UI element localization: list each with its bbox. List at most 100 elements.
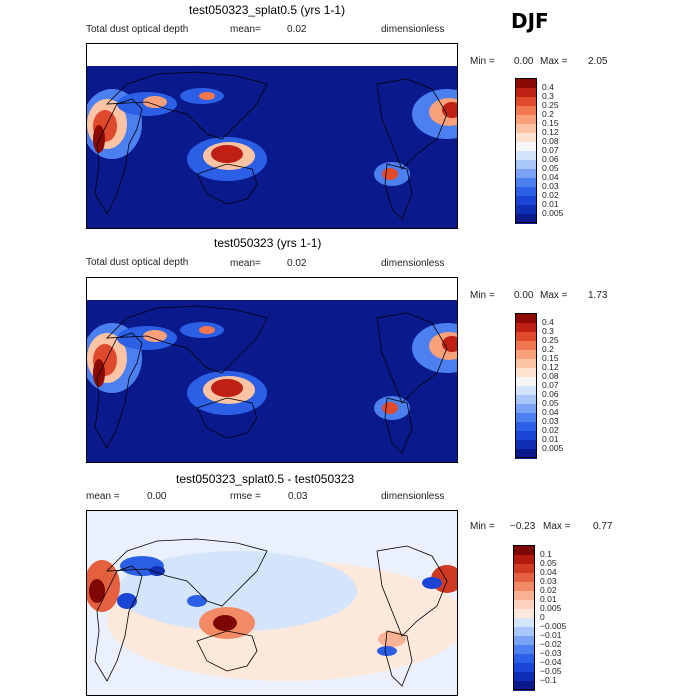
colorbar-tick-label: −0.03 [540, 648, 562, 659]
colorbar-swatch [513, 653, 535, 664]
panel2-min-label: Min = [470, 290, 495, 301]
colorbar-swatch [515, 313, 537, 323]
panel1-max-label: Max = [540, 56, 568, 67]
panel3-colorbar: −0.1 −0.05 −0.04 −0.03 −0.02 −0.01 −0.005 0 0.00… [513, 545, 566, 691]
colorbar-tick-label: 0.07 [542, 145, 559, 155]
dust-southamerica-core [382, 168, 398, 180]
colorbar-frame [515, 78, 537, 223]
coastline [94, 98, 143, 215]
dust-arabia-core [143, 330, 167, 342]
colorbar-swatch [515, 430, 537, 441]
coastline [105, 71, 268, 140]
ocean-background [87, 44, 457, 228]
panel1-title: test050323_splat0.5 (yrs 1-1) [189, 3, 346, 17]
panel2-max-label: Max = [540, 290, 568, 301]
colorbar-tick-label: 0.2 [542, 108, 554, 119]
colorbar-swatch [515, 385, 537, 396]
colorbar-swatch [513, 626, 535, 637]
panel1-map [86, 43, 458, 229]
coastline [384, 397, 413, 454]
colorbar-swatch [515, 439, 537, 450]
panel2-units: dimensionless [381, 258, 445, 269]
panel3-units: dimensionless [381, 491, 445, 502]
panel1-min-label: Min = [470, 56, 495, 67]
panel1-max-value: 2.05 [588, 56, 608, 67]
colorbar-tick-label: 0.4 [542, 316, 554, 327]
coastline [196, 397, 258, 439]
panel3-rmse-label: rmse = [230, 491, 261, 502]
colorbar-tick-label: 0.25 [542, 99, 559, 110]
colorbar-tick-label: 0.05 [542, 398, 559, 409]
colorbar-tick-label: 0.06 [542, 154, 559, 165]
colorbar-tick-label: 0.005 [542, 208, 564, 219]
colorbar-swatch [515, 114, 537, 124]
colorbar-tick-label: 0.25 [542, 334, 559, 345]
colorbar-swatch [515, 367, 537, 377]
panel2-mean-value: 0.02 [287, 258, 307, 269]
colorbar-tick-label: −0.005 [540, 621, 567, 632]
colorbar-swatch [513, 617, 535, 628]
panel2-map [86, 277, 458, 463]
colorbar-tick-label: 0.03 [542, 416, 559, 427]
colorbar-frame [513, 545, 535, 690]
panel3-mean-value: 0.00 [147, 491, 167, 502]
colorbar-tick-label: 0.01 [542, 434, 559, 445]
colorbar-swatch [513, 671, 535, 682]
panel1-min-value: 0.00 [514, 56, 534, 67]
polar-mask [87, 278, 457, 300]
colorbar-tick-label: 0.3 [542, 325, 554, 336]
colorbar-swatch [513, 599, 535, 609]
panel3-title: test050323_splat0.5 - test050323 [176, 472, 355, 486]
coastline [384, 163, 413, 220]
colorbar-swatch [515, 186, 537, 197]
colorbar-tick-label: 0.12 [542, 126, 559, 137]
colorbar-frame [515, 313, 537, 458]
colorbar-swatch [513, 545, 535, 555]
coastline [94, 565, 143, 682]
panel3-map [86, 510, 458, 696]
colorbar-tick-label: −0.05 [540, 666, 562, 677]
coastline [196, 163, 258, 205]
ocean-background [87, 278, 457, 462]
colorbar-swatch [515, 96, 537, 106]
colorbar-swatch [515, 159, 537, 170]
colorbar-tick-label: 0.2 [542, 343, 554, 354]
colorbar-tick-label: −0.02 [540, 639, 562, 650]
coastline [196, 630, 258, 672]
colorbar-swatch [513, 662, 535, 673]
colorbar-tick-label: 0.02 [540, 584, 557, 595]
coastline [94, 332, 143, 449]
colorbar-tick-label: 0.12 [542, 361, 559, 372]
colorbar-tick-label: 0.05 [540, 557, 557, 568]
panel1-field-label: Total dust optical depth [86, 24, 189, 35]
polar-mask [87, 44, 457, 66]
dust-australia-core [211, 145, 243, 163]
coastline [376, 312, 448, 404]
diff-africa-peak [89, 579, 105, 603]
diff-southamerica-positive [378, 631, 406, 647]
dust-arabia-core [143, 96, 167, 108]
colorbar-tick-label: 0.06 [542, 389, 559, 400]
colorbar-tick-label: 0.05 [542, 163, 559, 174]
dust-asia-core [199, 326, 215, 334]
colorbar-swatch [515, 448, 537, 459]
colorbar-tick-label: 0.005 [540, 602, 562, 613]
colorbar-swatch [515, 132, 537, 142]
colorbar-swatch [515, 394, 537, 405]
colorbar-swatch [515, 141, 537, 151]
colorbar-swatch [515, 376, 537, 386]
colorbar-swatch [515, 421, 537, 432]
colorbar-tick-label: 0.005 [542, 443, 564, 454]
colorbar-swatch [515, 87, 537, 97]
dust-southamerica-core [382, 402, 398, 414]
dust-atlantic-core [442, 336, 457, 352]
colorbar-swatch [515, 195, 537, 206]
colorbar-swatch [515, 412, 537, 423]
panel2-min-value: 0.00 [514, 290, 534, 301]
colorbar-swatch [513, 635, 535, 646]
dust-sahara-peak [93, 125, 105, 153]
panel2-mean-label: mean= [230, 258, 261, 269]
diff-atlantic-negative [422, 577, 442, 589]
colorbar-swatch [515, 322, 537, 332]
colorbar-tick-label: 0.08 [542, 135, 559, 146]
